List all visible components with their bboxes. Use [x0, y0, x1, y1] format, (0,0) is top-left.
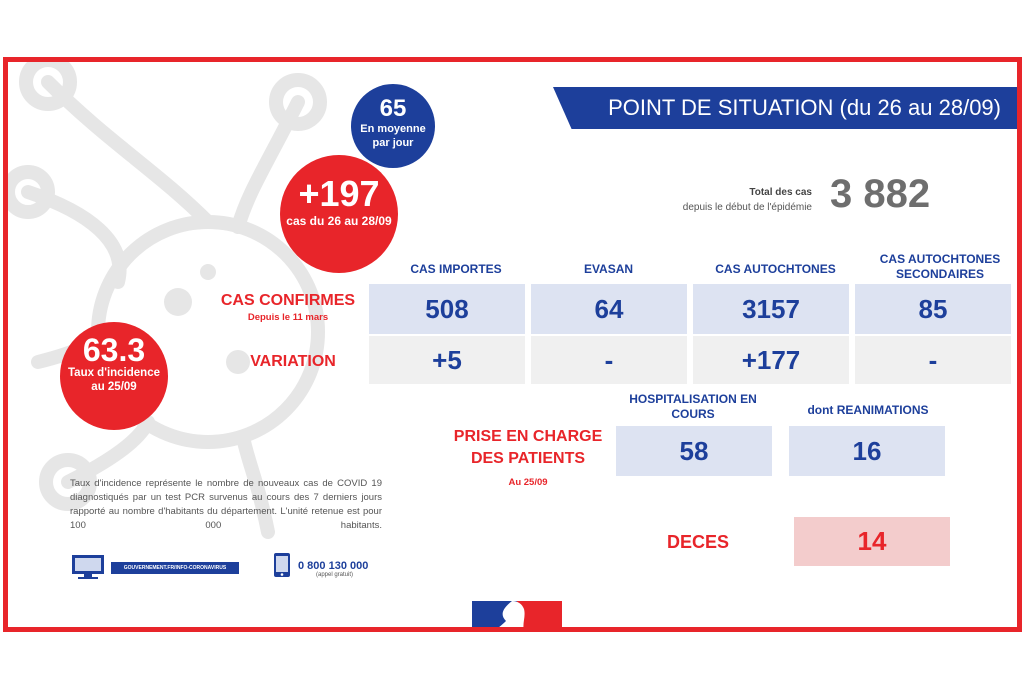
marianne-logo [472, 601, 562, 627]
incidence-label: Taux d'incidence au 25/09 [68, 367, 160, 393]
cell-hospitalisation: 58 [616, 426, 772, 476]
cell-reanimations: 16 [789, 426, 945, 476]
cell-variation-importes: +5 [369, 336, 525, 384]
phone-note: (appel gratuit) [316, 572, 354, 578]
header-reanimations: dont REANIMATIONS [807, 403, 929, 417]
info-url: GOUVERNEMENT.FR/INFO-CORONAVIRUS [111, 562, 239, 574]
header-cas-autochtones: CAS AUTOCHTONES [715, 262, 836, 276]
header-cas-secondaires: CAS AUTOCHTONES SECONDAIRES [879, 252, 1001, 281]
incidence-value: 63.3 [82, 332, 146, 368]
total-cases-label-block: Total des cas depuis le début de l'épidé… [683, 185, 812, 215]
incidence-bubble: 63.3 Taux d'incidence au 25/09 [60, 322, 168, 430]
new-cases-bubble: +197 cas du 26 au 28/09 [280, 155, 398, 273]
phone-icon [274, 553, 290, 577]
daily-average-value: 65 [379, 95, 407, 122]
cell-confirmes-importes: 508 [369, 284, 525, 334]
total-cases-label: Total des cas [749, 187, 812, 198]
total-cases-sublabel: depuis le début de l'épidémie [682, 202, 812, 213]
phone-number-block: 0 800 130 000 (appel gratuit) [298, 560, 368, 578]
row-label-prise-en-charge: PRISE EN CHARGE DES PATIENTS Au 25/09 [448, 426, 608, 494]
deces-label: DECES [666, 532, 729, 552]
cell-variation-autochtones: +177 [693, 336, 849, 384]
cell-variation-secondaires: - [855, 336, 1011, 384]
total-cases-value: 3 882 [830, 172, 931, 216]
prise-en-charge-label: PRISE EN CHARGE DES PATIENTS [453, 428, 603, 467]
prise-en-charge-sublabel: Au 25/09 [508, 477, 548, 488]
computer-icon [72, 555, 104, 579]
header-cas-importes: CAS IMPORTES [410, 262, 502, 276]
title-banner: POINT DE SITUATION (du 26 au 28/09) [553, 87, 1017, 129]
header-hospitalisation: HOSPITALISATION EN COURS [629, 392, 757, 421]
banner-title: POINT DE SITUATION (du 26 au 28/09) [608, 95, 1001, 120]
new-cases-label: cas du 26 au 28/09 [286, 214, 392, 228]
incidence-footnote: Taux d'incidence représente le nombre de… [70, 478, 382, 531]
cell-confirmes-secondaires: 85 [855, 284, 1011, 334]
cell-deces: 14 [794, 517, 950, 566]
phone-number: 0 800 130 000 [298, 560, 369, 572]
header-evasan: EVASAN [583, 262, 634, 276]
cell-confirmes-evasan: 64 [531, 284, 687, 334]
infographic-frame: POINT DE SITUATION (du 26 au 28/09) 65 E… [3, 57, 1022, 632]
daily-average-bubble: 65 En moyenne par jour [351, 84, 435, 168]
cell-confirmes-autochtones: 3157 [693, 284, 849, 334]
cas-confirmes-label: CAS CONFIRMES [220, 292, 356, 309]
row-label-variation: VARIATION [250, 353, 336, 370]
daily-average-label: En moyenne par jour [360, 123, 426, 149]
row-label-cas-confirmes: CAS CONFIRMES Depuis le 11 mars [213, 292, 363, 323]
new-cases-value: +197 [298, 173, 380, 214]
cell-variation-evasan: - [531, 336, 687, 384]
cas-confirmes-sublabel: Depuis le 11 mars [247, 312, 329, 323]
